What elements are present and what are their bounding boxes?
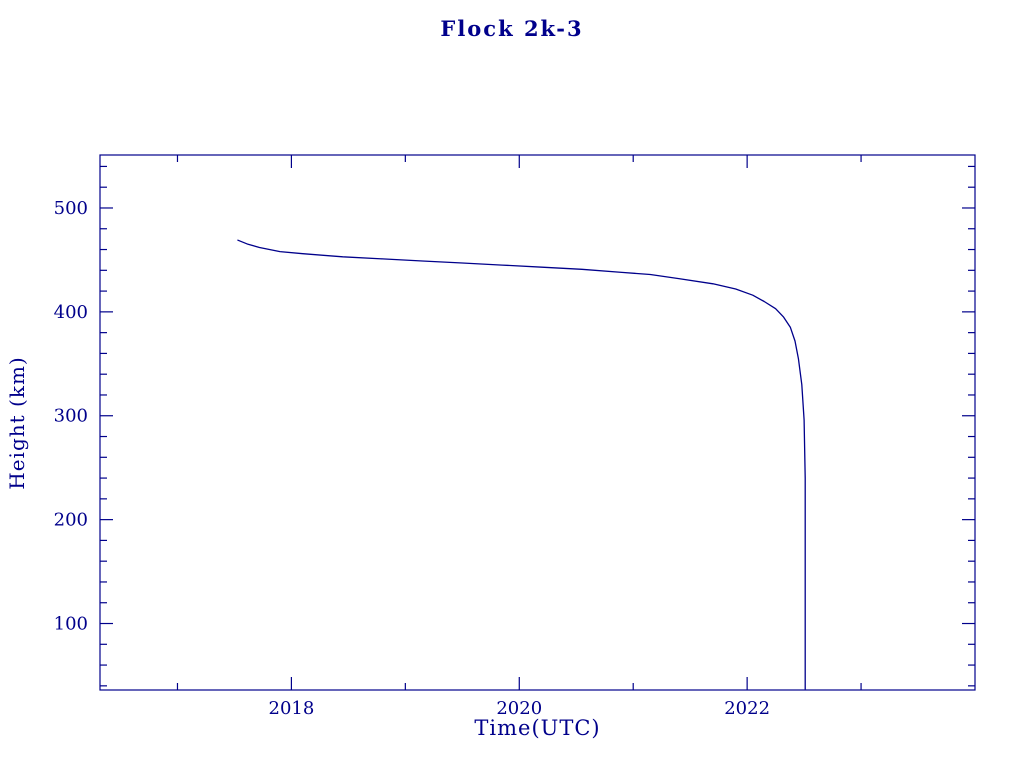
y-tick-label: 200 xyxy=(54,510,88,531)
height-curve xyxy=(237,239,806,690)
x-tick-label: 2020 xyxy=(496,698,542,719)
x-axis-label: Time(UTC) xyxy=(474,716,601,740)
y-tick-label: 400 xyxy=(54,302,88,323)
y-tick-label: 500 xyxy=(54,198,88,219)
x-tick-label: 2022 xyxy=(724,698,770,719)
plot-border xyxy=(99,154,976,691)
y-tick-label: 100 xyxy=(54,614,88,635)
y-tick-label: 300 xyxy=(54,406,88,427)
chart-title: Flock 2k-3 xyxy=(440,16,584,41)
x-tick-label: 2018 xyxy=(269,698,315,719)
